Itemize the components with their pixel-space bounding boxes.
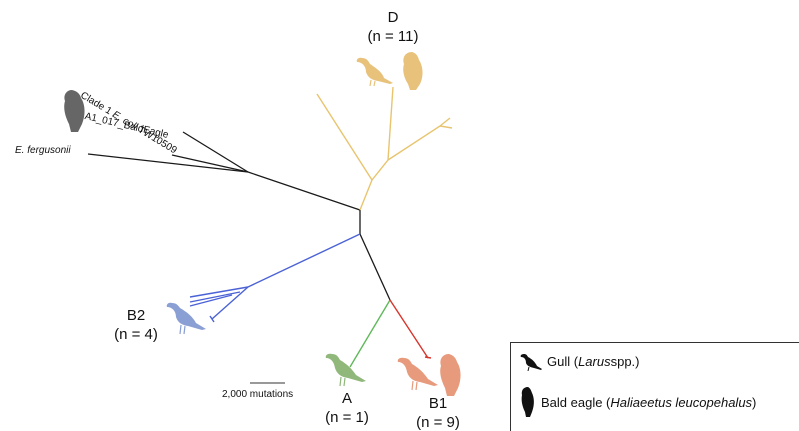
backbone-branch-bottom xyxy=(359,233,391,301)
eagle-silhouette-icon xyxy=(403,52,423,90)
outgroup-branches xyxy=(87,131,391,301)
clade-label-a: A (n = 1) xyxy=(325,390,369,426)
clade-label-b1: B1 (n = 9) xyxy=(416,395,460,431)
branch-a1-baldeagle xyxy=(171,154,249,173)
gull-silhouette-icon xyxy=(397,357,438,391)
clade-b1-branches xyxy=(389,299,432,359)
branch-e-fergusonii xyxy=(87,153,249,173)
gull-icon xyxy=(520,354,542,371)
clade-a-branch xyxy=(349,299,391,368)
backbone-branch-left xyxy=(247,171,361,211)
eagle-silhouette-icon xyxy=(440,354,461,396)
eagle-silhouette-icon xyxy=(64,90,85,132)
clade-label-d: D (n = 11) xyxy=(367,9,419,45)
gull-silhouette-icon xyxy=(356,57,393,87)
legend: Gull (Larus spp.) Bald eagle (Haliaeetus… xyxy=(510,342,799,431)
legend-item-bald-eagle: Bald eagle (Haliaeetus leucopehalus) xyxy=(519,386,756,418)
tip-label-e-fergusonii: E. fergusonii xyxy=(15,145,71,156)
clade-d-branches xyxy=(316,86,453,211)
branch-clade1-ecoli xyxy=(182,131,249,173)
clade-b2-branches xyxy=(189,233,361,323)
gull-silhouette-icon xyxy=(325,353,366,387)
gull-silhouette-icon xyxy=(166,302,206,335)
scale-bar-label: 2,000 mutations xyxy=(222,389,294,400)
legend-item-gull: Gull (Larus spp.) xyxy=(519,351,640,371)
clade-label-b2: B2 (n = 4) xyxy=(114,307,158,343)
bald-eagle-icon xyxy=(521,387,534,417)
